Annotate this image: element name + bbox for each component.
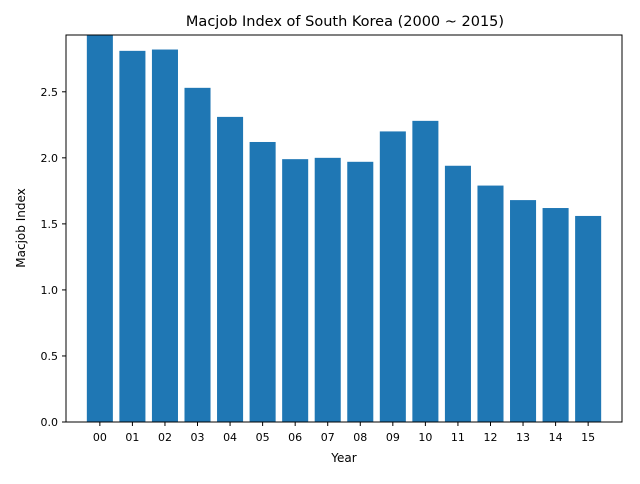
x-tick-label: 11 <box>451 431 465 444</box>
x-axis-label: Year <box>330 451 356 465</box>
bar-06 <box>282 159 309 423</box>
y-ticks-layer: 0.0 0.5 1.0 1.5 2.0 2.5 <box>41 86 66 429</box>
bar-09 <box>379 131 406 422</box>
x-tick-label: 02 <box>158 431 172 444</box>
bar-13 <box>510 200 537 422</box>
bar-01 <box>119 50 146 423</box>
y-tick-label: 0.5 <box>41 350 59 363</box>
y-tick-label: 2.5 <box>41 86 59 99</box>
x-tick-label: 06 <box>288 431 302 444</box>
x-tick-label: 13 <box>516 431 530 444</box>
x-tick-label: 15 <box>581 431 595 444</box>
bar-12 <box>477 185 504 422</box>
bar-00 <box>86 35 113 422</box>
y-tick-label: 1.5 <box>41 218 59 231</box>
bar-03 <box>184 87 211 422</box>
x-tick-label: 05 <box>256 431 270 444</box>
plot-frame <box>65 34 623 423</box>
bar-07 <box>314 157 341 422</box>
x-ticks-layer: 00 01 02 03 04 05 06 07 08 09 10 11 12 13 14 15 <box>93 422 595 444</box>
y-axis-label: Macjob Index <box>14 188 28 267</box>
chart-title: Macjob Index of South Korea (2000 ~ 2015… <box>186 14 504 30</box>
x-tick-label: 14 <box>549 431 563 444</box>
bars-layer <box>86 35 602 423</box>
y-tick-label: 1.0 <box>41 284 59 297</box>
x-tick-label: 08 <box>353 431 367 444</box>
y-tick-label: 2.0 <box>41 152 59 165</box>
x-tick-label: 09 <box>386 431 400 444</box>
y-tick-label: 0.0 <box>41 416 59 429</box>
x-tick-label: 12 <box>483 431 497 444</box>
bar-10 <box>412 120 439 422</box>
x-tick-label: 10 <box>418 431 432 444</box>
bar-15 <box>575 215 602 422</box>
x-tick-label: 03 <box>191 431 205 444</box>
bar-11 <box>444 165 471 422</box>
x-tick-label: 00 <box>93 431 107 444</box>
bar-02 <box>151 49 178 422</box>
bar-14 <box>542 208 569 422</box>
x-tick-label: 04 <box>223 431 237 444</box>
bar-08 <box>347 161 374 422</box>
x-tick-label: 01 <box>125 431 139 444</box>
x-tick-label: 07 <box>321 431 335 444</box>
bar-04 <box>217 116 244 423</box>
bar-05 <box>249 141 276 423</box>
